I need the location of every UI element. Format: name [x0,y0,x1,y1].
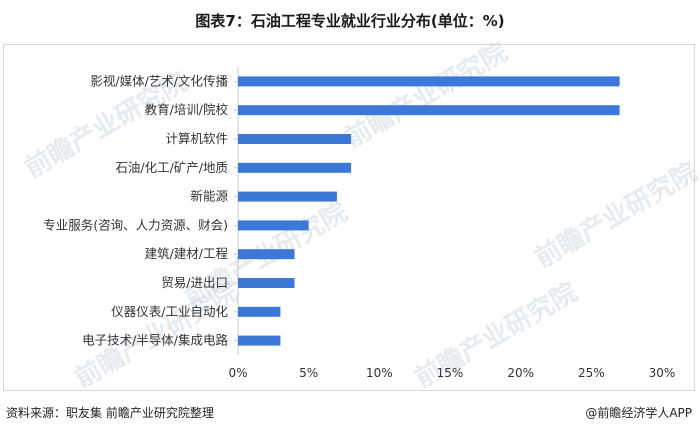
category-label: 教育/培训/院校 [145,102,229,117]
category-label: 影视/媒体/艺术/文化传播 [90,73,228,88]
bar [238,335,281,346]
category-label: 计算机软件 [165,131,228,146]
category-label: 贸易/进出口 [161,275,228,290]
x-tick-label: 25% [578,366,605,380]
bar-chart: 影视/媒体/艺术/文化传播教育/培训/院校计算机软件石油/化工/矿产/地质新能源… [43,67,676,380]
x-tick-label: 20% [507,366,534,380]
category-label: 建筑/建材/工程 [145,246,229,261]
category-label: 石油/化工/矿产/地质 [115,160,228,175]
x-tick-label: 5% [299,366,318,380]
bar [238,278,295,288]
category-label: 电子技术/半导体/集成电路 [82,333,228,348]
chart-title: 图表7：石油工程专业就业行业分布(单位：%) [195,12,505,30]
bar [238,162,352,173]
bar [238,306,281,317]
category-label: 专业服务(咨询、人力资源、财会) [43,217,228,232]
x-tick-label: 30% [649,366,676,380]
x-tick-label: 0% [228,366,247,380]
category-label: 仪器仪表/工业自动化 [111,304,228,319]
x-tick-label: 10% [366,366,393,380]
x-tick-label: 15% [437,366,464,380]
bar [238,76,620,87]
source-note: 资料来源：职友集 前瞻产业研究院整理 [6,406,214,420]
chart-frame: 前瞻产业研究院 前瞻产业研究院 前瞻产业研究院 前瞻产业研究院 前瞻产业研究院 … [3,37,700,394]
bar [238,220,309,231]
bar [238,105,620,116]
bar [238,249,295,260]
brand-label: @前瞻经济学人APP [585,406,692,420]
category-label: 新能源 [190,189,228,204]
bar [238,191,337,202]
bar [238,134,352,144]
